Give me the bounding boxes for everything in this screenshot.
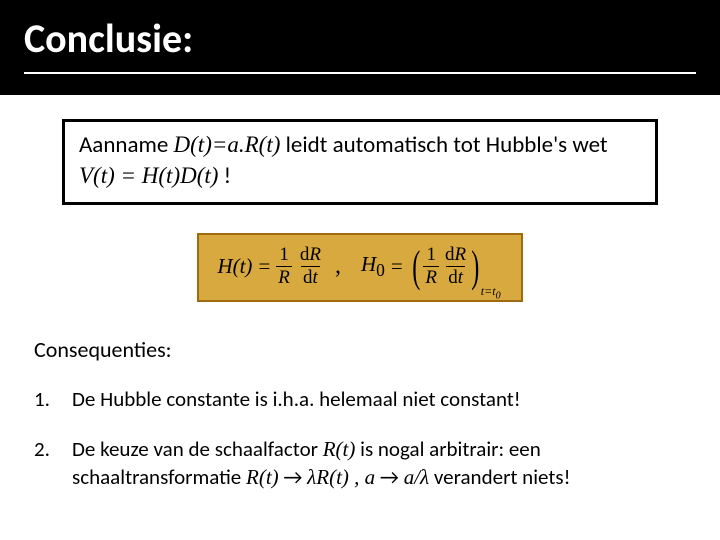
frac-1R-b-num: 1 [424, 245, 438, 266]
formula-sub: t=t0 [481, 284, 501, 301]
t1: t [313, 267, 318, 288]
c2-pre: De keuze van de schaalfactor [72, 436, 323, 462]
item-body: De Hubble constante is i.h.a. helemaal n… [66, 385, 686, 413]
d3: d [445, 244, 455, 265]
list-item: 2. De keuze van de schaalfactor R(t) is … [34, 435, 686, 492]
frac-dRdt-num: dR [298, 245, 323, 266]
d4: d [448, 267, 458, 288]
frac-1R-den: R [276, 266, 292, 288]
content-area: Aanname D(t)=a.R(t) leidt automatisch to… [0, 95, 720, 492]
paren-inner: 1 R dR dt [423, 245, 468, 288]
assumption-eq1: D(t)=a.R(t) [174, 132, 281, 157]
formula-comma: , [335, 253, 341, 280]
formula-box: H(t) = 1 R dR dt , H0 = ( [197, 233, 522, 302]
assumption-prefix: Aanname [79, 131, 174, 159]
R2: R [455, 244, 467, 265]
rparen: ) [471, 248, 479, 285]
formula-H0: H0 [361, 252, 385, 281]
c2-t2b: a/λ [404, 465, 429, 489]
H0-0: 0 [376, 260, 385, 280]
list-item: 1. De Hubble constante is i.h.a. helemaa… [34, 385, 686, 413]
c2-rt: R(t) [323, 437, 356, 461]
assumption-eq2: V(t) = H(t)D(t) [79, 163, 218, 188]
assumption-box: Aanname D(t)=a.R(t) leidt automatisch to… [62, 119, 658, 205]
frac-dRdt-den: dt [301, 266, 320, 288]
d2: d [303, 267, 313, 288]
c2-t2a: a [365, 465, 376, 489]
formula-eq1: = [258, 254, 270, 279]
frac-dRdt-b-num: dR [443, 245, 468, 266]
c2-arrow2: → [375, 464, 404, 490]
frac-1R: 1 R [276, 245, 292, 288]
paren-group: ( 1 R dR dt ) t=t0 [409, 245, 503, 288]
t2: t [458, 267, 463, 288]
lparen: ( [412, 248, 420, 285]
c2-t1a: R(t) [246, 465, 279, 489]
item-body: De keuze van de schaalfactor R(t) is nog… [66, 435, 686, 492]
c2-arrow1: → [279, 464, 308, 490]
assumption-suffix: ! [218, 162, 231, 190]
formula-eq2: = [391, 254, 403, 279]
sub-t: t=t [481, 284, 496, 298]
item-number: 2. [34, 435, 66, 492]
c2-post2: verandert niets! [429, 464, 570, 490]
title-underline [24, 72, 696, 74]
page-title: Conclusie: [24, 14, 696, 63]
c2-sep: , [349, 465, 365, 489]
frac-1R-b: 1 R [423, 245, 439, 288]
R1: R [309, 244, 321, 265]
consequences-heading: Consequenties: [34, 336, 686, 363]
formula-wrap: H(t) = 1 R dR dt , H0 = ( [34, 233, 686, 302]
formula-row: H(t) = 1 R dR dt , H0 = ( [217, 245, 502, 288]
title-bar: Conclusie: [0, 0, 720, 95]
formula-Ht: H(t) [217, 254, 252, 279]
frac-1R-b-den: R [423, 266, 439, 288]
consequences-list: 1. De Hubble constante is i.h.a. helemaa… [34, 385, 686, 492]
frac-dRdt-b: dR dt [443, 245, 468, 288]
frac-dRdt-b-den: dt [446, 266, 465, 288]
item-number: 1. [34, 385, 66, 413]
d1: d [300, 244, 310, 265]
frac-1R-num: 1 [277, 245, 291, 266]
assumption-mid: leidt automatisch tot Hubble's wet [280, 131, 607, 159]
frac-dRdt: dR dt [298, 245, 323, 288]
sub-0: 0 [496, 291, 501, 302]
c2-t1b: λR(t) [307, 465, 349, 489]
H0-H: H [361, 252, 376, 276]
